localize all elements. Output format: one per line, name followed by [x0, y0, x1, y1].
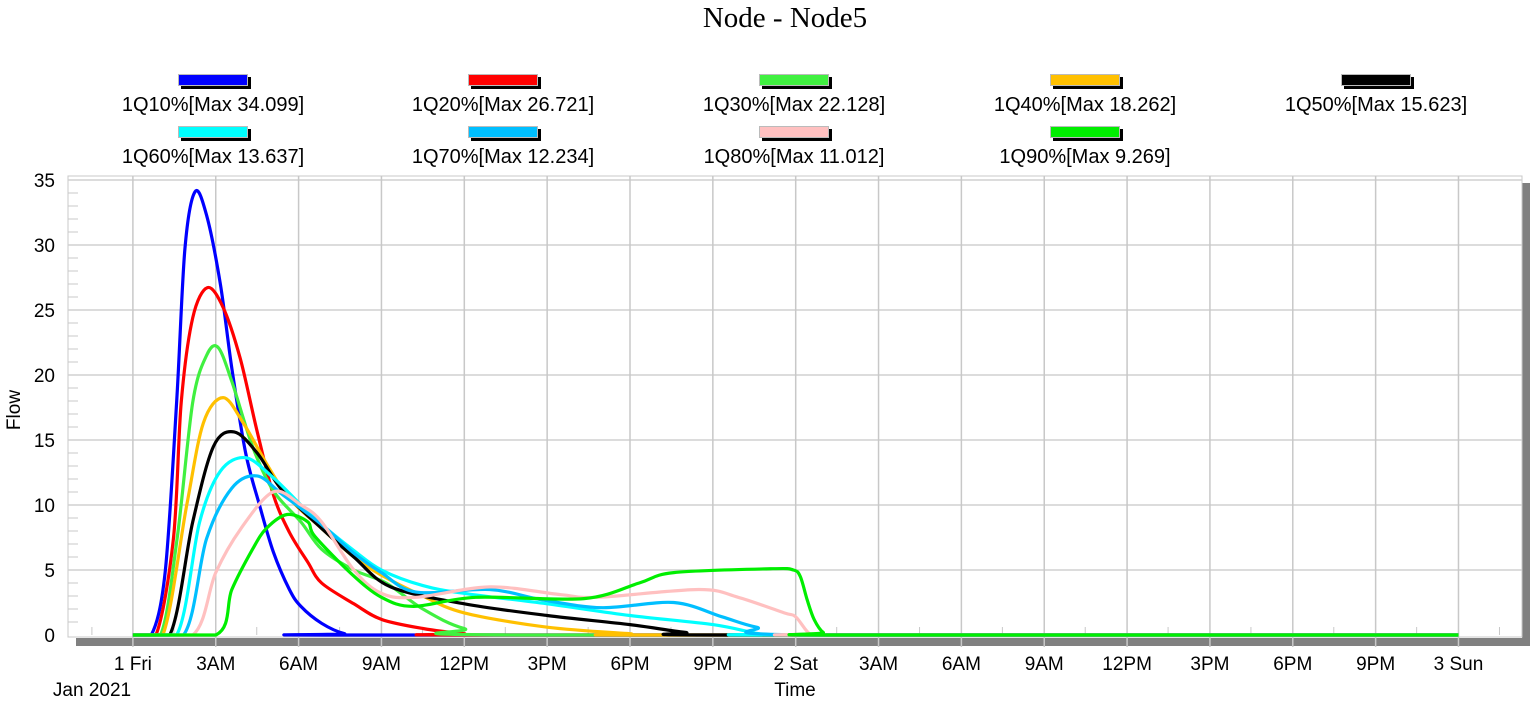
x-tick-label: 9AM [1025, 654, 1064, 675]
legend-swatch [1050, 126, 1120, 138]
x-tick-label: 6PM [610, 654, 649, 675]
legend-item: 1Q20%[Max 26.721] [353, 74, 653, 117]
legend-item: 1Q70%[Max 12.234] [353, 126, 653, 169]
x-tick-label: 12PM [439, 654, 489, 675]
legend-label: 1Q20%[Max 26.721] [411, 94, 595, 116]
series-line-3 [132, 344, 1459, 637]
series-line-1 [132, 188, 1459, 637]
x-tick-label: 3AM [196, 654, 235, 675]
legend-swatch [468, 126, 538, 138]
legend-swatch [178, 126, 248, 138]
x-tick-label: 1 Fri [114, 654, 152, 675]
legend-item: 1Q10%[Max 34.099] [63, 74, 363, 117]
legend-item: 1Q40%[Max 18.262] [935, 74, 1235, 117]
legend-label: 1Q40%[Max 18.262] [993, 94, 1177, 116]
legend-swatch [759, 74, 829, 86]
series-group [132, 188, 1459, 637]
series-line-6 [132, 455, 1459, 637]
x-tick-label: 3PM [528, 654, 567, 675]
series-line-5 [132, 430, 1459, 637]
legend-swatch [1341, 74, 1411, 86]
series-line-8 [132, 489, 1459, 637]
legend-swatch [1050, 74, 1120, 86]
x-axis-label: Time [774, 680, 816, 701]
x-tick-label: 9PM [1356, 654, 1395, 675]
legend-label: 1Q50%[Max 15.623] [1284, 94, 1468, 116]
y-tick-label: 15 [34, 431, 55, 452]
legend-item: 1Q60%[Max 13.637] [63, 126, 363, 169]
legend-item: 1Q30%[Max 22.128] [644, 74, 944, 117]
x-tick-label: 3AM [859, 654, 898, 675]
legend-label: 1Q30%[Max 22.128] [702, 94, 886, 116]
legend-item: 1Q50%[Max 15.623] [1226, 74, 1526, 117]
y-tick-label: 35 [34, 171, 55, 192]
y-tick-label: 5 [44, 561, 55, 582]
x-tick-label: 6PM [1273, 654, 1312, 675]
y-tick-label: 0 [44, 626, 55, 647]
plot-shadow-bottom [76, 638, 1530, 646]
y-tick-label: 10 [34, 496, 55, 517]
legend-swatch [178, 74, 248, 86]
legend-label: 1Q70%[Max 12.234] [411, 146, 595, 168]
x-tick-label: 9AM [362, 654, 401, 675]
plot-shadow-right [1522, 183, 1530, 645]
x-tick-label: 12PM [1102, 654, 1152, 675]
x-tick-label: 6AM [942, 654, 981, 675]
y-tick-label: 30 [34, 236, 55, 257]
legend-item: 1Q90%[Max 9.269] [935, 126, 1235, 169]
series-line-9 [132, 512, 1459, 637]
y-tick-label: 25 [34, 301, 55, 322]
legend-label: 1Q90%[Max 9.269] [999, 146, 1171, 168]
legend-label: 1Q80%[Max 11.012] [703, 146, 885, 168]
x-tick-label: 9PM [693, 654, 732, 675]
x-tick-label: 2 Sat [774, 654, 819, 675]
x-tick-label: 3 Sun [1434, 654, 1484, 675]
y-tick-label: 20 [34, 366, 55, 387]
series-line-4 [132, 395, 1459, 637]
x-sublabel: Jan 2021 [53, 680, 131, 701]
legend-label: 1Q10%[Max 34.099] [121, 94, 305, 116]
x-tick-label: 3PM [1190, 654, 1229, 675]
chart-title: Node - Node5 [702, 2, 868, 34]
x-tick-label: 6AM [279, 654, 318, 675]
legend-swatch [759, 126, 829, 138]
y-axis-label: Flow [4, 390, 25, 430]
legend-label: 1Q60%[Max 13.637] [121, 146, 305, 168]
legend-swatch [468, 74, 538, 86]
legend-item: 1Q80%[Max 11.012] [644, 126, 944, 169]
